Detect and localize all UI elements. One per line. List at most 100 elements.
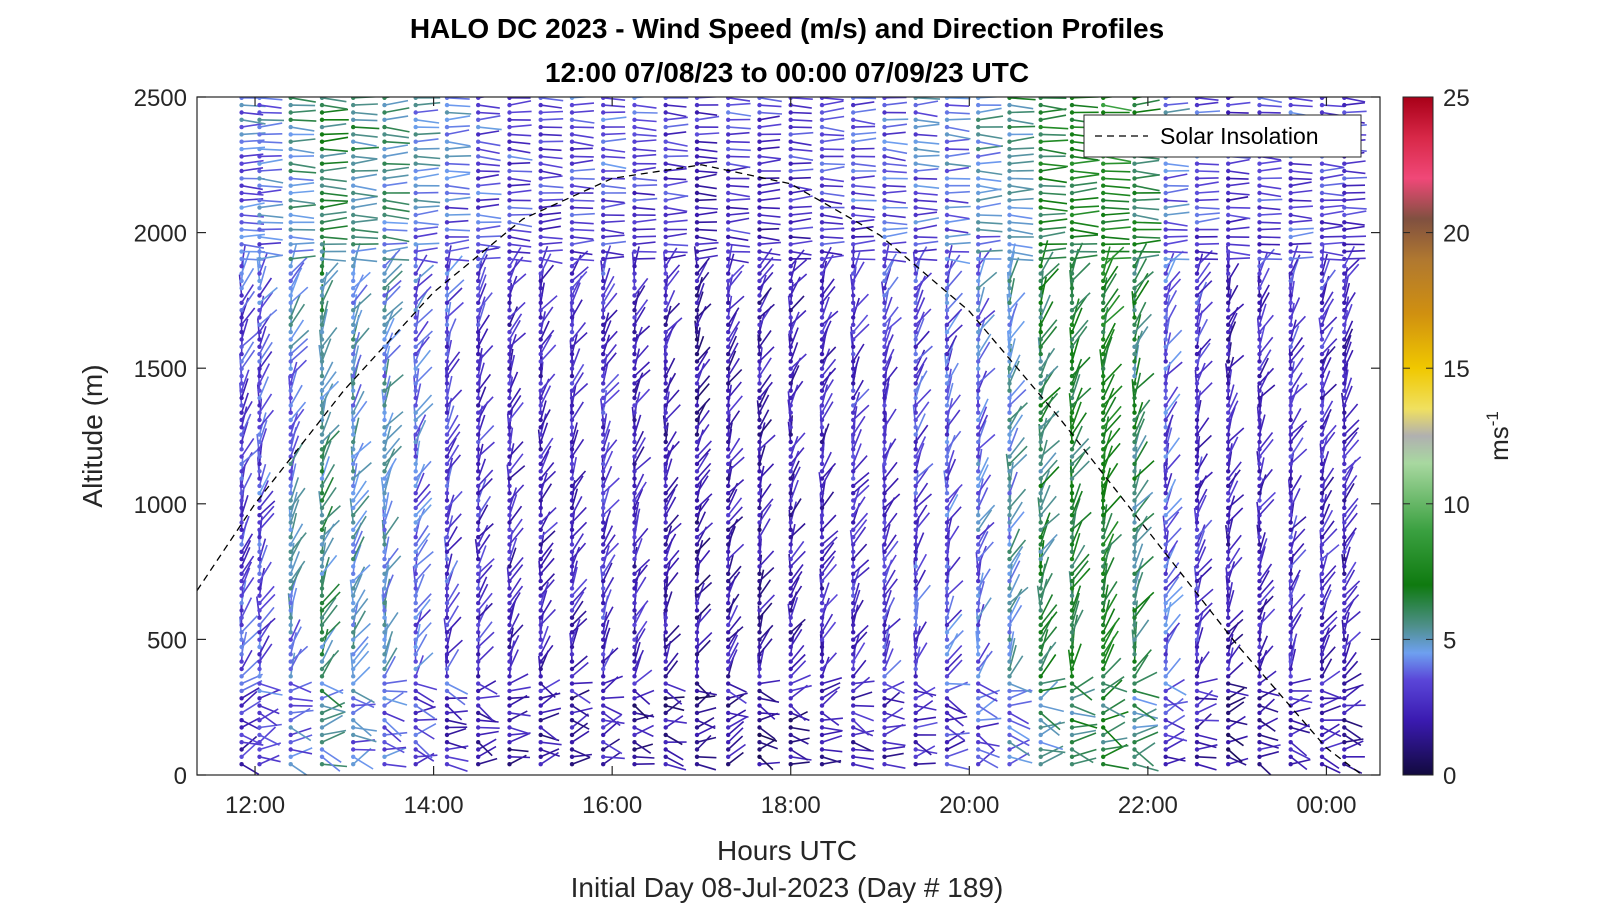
- wind-barb-dot: [538, 220, 543, 225]
- wind-barb-dot: [976, 703, 981, 708]
- wind-barb-dot: [538, 703, 543, 708]
- wind-barb: [446, 437, 457, 457]
- wind-barb: [696, 115, 720, 121]
- wind-barb-dot: [757, 476, 762, 481]
- wind-barb-dot: [851, 483, 856, 489]
- wind-barb-dot: [851, 513, 856, 518]
- wind-barb-dot: [1038, 630, 1043, 635]
- wind-barb-dot: [382, 315, 387, 320]
- wind-barb: [946, 270, 963, 289]
- wind-barb: [946, 292, 963, 311]
- wind-barb-dot: [601, 644, 606, 650]
- wind-barb-dot: [788, 205, 793, 210]
- wind-barb: [259, 734, 280, 746]
- wind-barb: [1008, 488, 1027, 509]
- wind-barb-dot: [788, 747, 793, 752]
- wind-barb-dot: [601, 696, 606, 701]
- wind-barb-dot: [382, 373, 387, 379]
- wind-barb: [633, 458, 636, 479]
- wind-barb-dot: [538, 762, 543, 767]
- wind-barb-dot: [351, 674, 356, 679]
- wind-barb: [946, 258, 971, 265]
- wind-barb: [478, 148, 500, 155]
- wind-barb-dot: [382, 754, 387, 759]
- wind-barb: [727, 370, 730, 391]
- wind-barb: [259, 236, 283, 241]
- wind-barb-dot: [569, 337, 575, 342]
- wind-barb-dot: [413, 168, 418, 174]
- wind-barb-dot: [757, 703, 762, 708]
- wind-barb-dot: [239, 220, 244, 225]
- wind-barb: [319, 329, 323, 355]
- wind-barb: [696, 719, 716, 730]
- wind-barb-dot: [632, 417, 637, 423]
- wind-barb: [240, 437, 255, 458]
- wind-barb-dot: [882, 359, 887, 364]
- wind-barb-dot: [476, 600, 481, 606]
- wind-barb: [321, 729, 347, 736]
- wind-barb-dot: [819, 337, 825, 342]
- wind-barb-dot: [507, 315, 512, 320]
- wind-barb-dot: [239, 102, 244, 108]
- wind-barb: [977, 756, 999, 769]
- wind-barb-dot: [726, 447, 731, 452]
- wind-barb-dot: [257, 549, 262, 554]
- wind-barb-dot: [507, 417, 512, 423]
- wind-barb: [1008, 655, 1024, 677]
- wind-barb-dot: [239, 190, 244, 196]
- wind-barb-dot: [601, 124, 606, 130]
- wind-barb: [258, 443, 263, 464]
- wind-barb: [540, 184, 564, 189]
- wind-barb: [852, 251, 861, 274]
- wind-barb-dot: [319, 710, 325, 716]
- wind-barb-dot: [726, 132, 731, 137]
- wind-barb-dot: [1007, 725, 1012, 730]
- wind-barb: [665, 696, 685, 700]
- wind-barb: [977, 541, 994, 560]
- wind-barb: [540, 258, 563, 265]
- wind-barb-dot: [851, 227, 856, 232]
- wind-barb-dot: [257, 703, 262, 708]
- wind-barb-dot: [1007, 439, 1012, 445]
- wind-barb-dot: [726, 586, 731, 591]
- wind-barb-dot: [1038, 249, 1043, 254]
- wind-barb-dot: [601, 615, 606, 620]
- wind-barb-dot: [444, 476, 450, 481]
- wind-barb-dot: [788, 520, 793, 525]
- wind-barb: [384, 246, 408, 253]
- wind-barb-dot: [382, 293, 387, 298]
- wind-barb: [633, 604, 646, 626]
- wind-barb-dot: [1038, 146, 1043, 152]
- wind-barb: [603, 184, 626, 190]
- wind-barb: [240, 244, 246, 267]
- wind-barb: [849, 331, 854, 355]
- wind-barb-dot: [694, 659, 700, 664]
- wind-barb-dot: [851, 366, 856, 371]
- wind-barb-dot: [382, 703, 387, 708]
- wind-barb: [415, 532, 431, 553]
- wind-barb-dot: [819, 256, 825, 262]
- wind-barb-dot: [1038, 190, 1043, 196]
- wind-barb-dot: [726, 300, 731, 305]
- wind-barb: [665, 483, 679, 501]
- wind-barb: [571, 147, 593, 150]
- wind-barb-dot: [944, 542, 950, 547]
- wind-barb-dot: [694, 747, 700, 752]
- wind-barb-dot: [569, 505, 575, 511]
- wind-barb-dot: [239, 344, 244, 349]
- wind-barb-dot: [569, 322, 575, 327]
- wind-barb-dot: [757, 190, 762, 196]
- wind-barb-dot: [913, 300, 918, 305]
- wind-barb-dot: [382, 476, 387, 481]
- wind-barb: [383, 547, 399, 567]
- wind-barb: [665, 192, 689, 198]
- wind-barb: [259, 158, 283, 165]
- wind-barb: [602, 720, 620, 736]
- wind-barb: [758, 347, 763, 369]
- wind-barb-dot: [757, 168, 762, 174]
- wind-barb-dot: [257, 762, 262, 767]
- wind-barb-dot: [913, 483, 918, 489]
- wind-barb: [240, 567, 251, 589]
- wind-barb: [321, 216, 348, 224]
- wind-barb-dot: [944, 315, 950, 320]
